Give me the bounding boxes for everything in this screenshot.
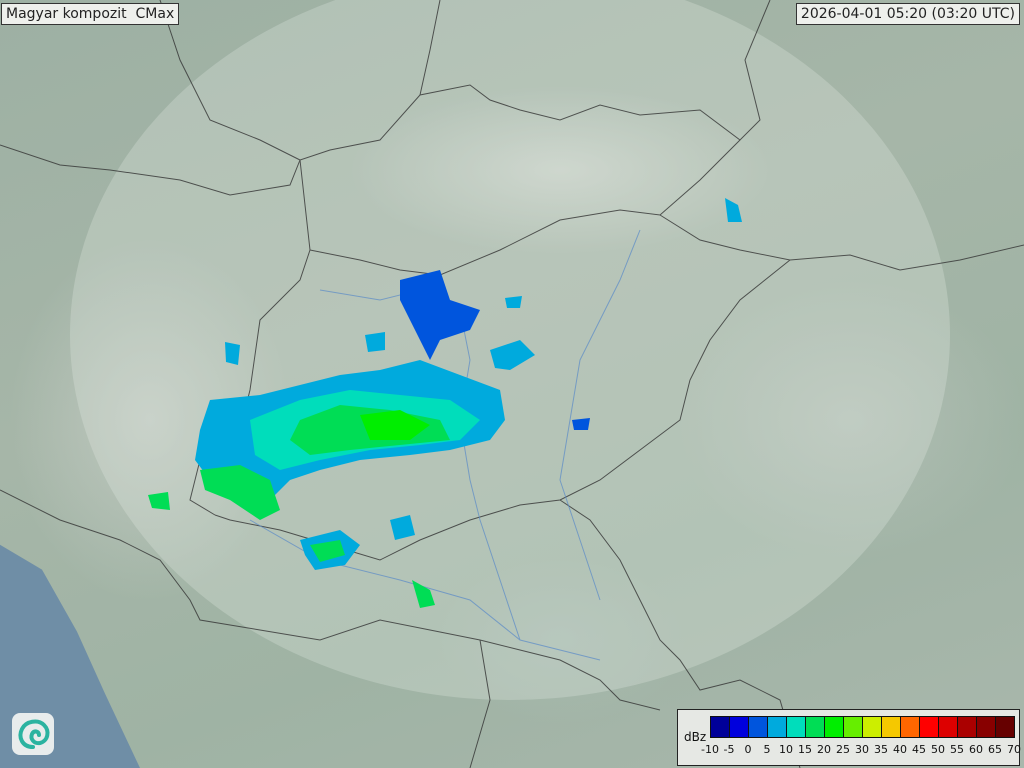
- legend-swatch: [996, 717, 1014, 737]
- legend-tick-label: -10: [701, 743, 719, 756]
- legend-tick-label: 15: [798, 743, 812, 756]
- legend-tick-label: 20: [817, 743, 831, 756]
- legend-tick-label: 45: [912, 743, 926, 756]
- legend-swatch: [711, 717, 730, 737]
- timestamp: 2026-04-01 05:20 (03:20 UTC): [795, 3, 1020, 25]
- precipitation-echoes: [148, 198, 742, 608]
- reflectivity-legend: dBz -10 -5 0 5 10 15 20 25 30 35 40 45 50 55 60 65 70: [677, 709, 1022, 766]
- legend-tick-label: 60: [969, 743, 983, 756]
- legend-tick-label: 10: [779, 743, 793, 756]
- legend-swatch: [806, 717, 825, 737]
- legend-swatch: [958, 717, 977, 737]
- legend-tick-label: 70: [1007, 743, 1021, 756]
- legend-tick-label: 55: [950, 743, 964, 756]
- legend-swatch: [863, 717, 882, 737]
- legend-swatch: [977, 717, 996, 737]
- legend-ticks: -10 -5 0 5 10 15 20 25 30 35 40 45 50 55 60 65 70: [700, 743, 1022, 761]
- legend-tick-label: 5: [763, 743, 771, 756]
- legend-swatch: [901, 717, 920, 737]
- legend-swatch: [825, 717, 844, 737]
- legend-unit: dBz: [684, 730, 707, 744]
- legend-swatch: [882, 717, 901, 737]
- legend-swatch: [768, 717, 787, 737]
- legend-swatch: [920, 717, 939, 737]
- legend-tick-label: 50: [931, 743, 945, 756]
- legend-swatch: [844, 717, 863, 737]
- legend-tick-label: 25: [836, 743, 850, 756]
- legend-swatch: [939, 717, 958, 737]
- legend-tick-label: 35: [874, 743, 888, 756]
- swirl-logo-icon: [12, 713, 54, 755]
- legend-color-bar: [710, 716, 1015, 738]
- legend-swatch: [730, 717, 749, 737]
- legend-swatch: [787, 717, 806, 737]
- legend-tick-label: -5: [723, 743, 735, 756]
- legend-tick-label: 30: [855, 743, 869, 756]
- product-title: Magyar kompozit CMax: [1, 3, 180, 25]
- legend-tick-label: 0: [744, 743, 752, 756]
- legend-swatch: [749, 717, 768, 737]
- legend-tick-label: 65: [988, 743, 1002, 756]
- legend-tick-label: 40: [893, 743, 907, 756]
